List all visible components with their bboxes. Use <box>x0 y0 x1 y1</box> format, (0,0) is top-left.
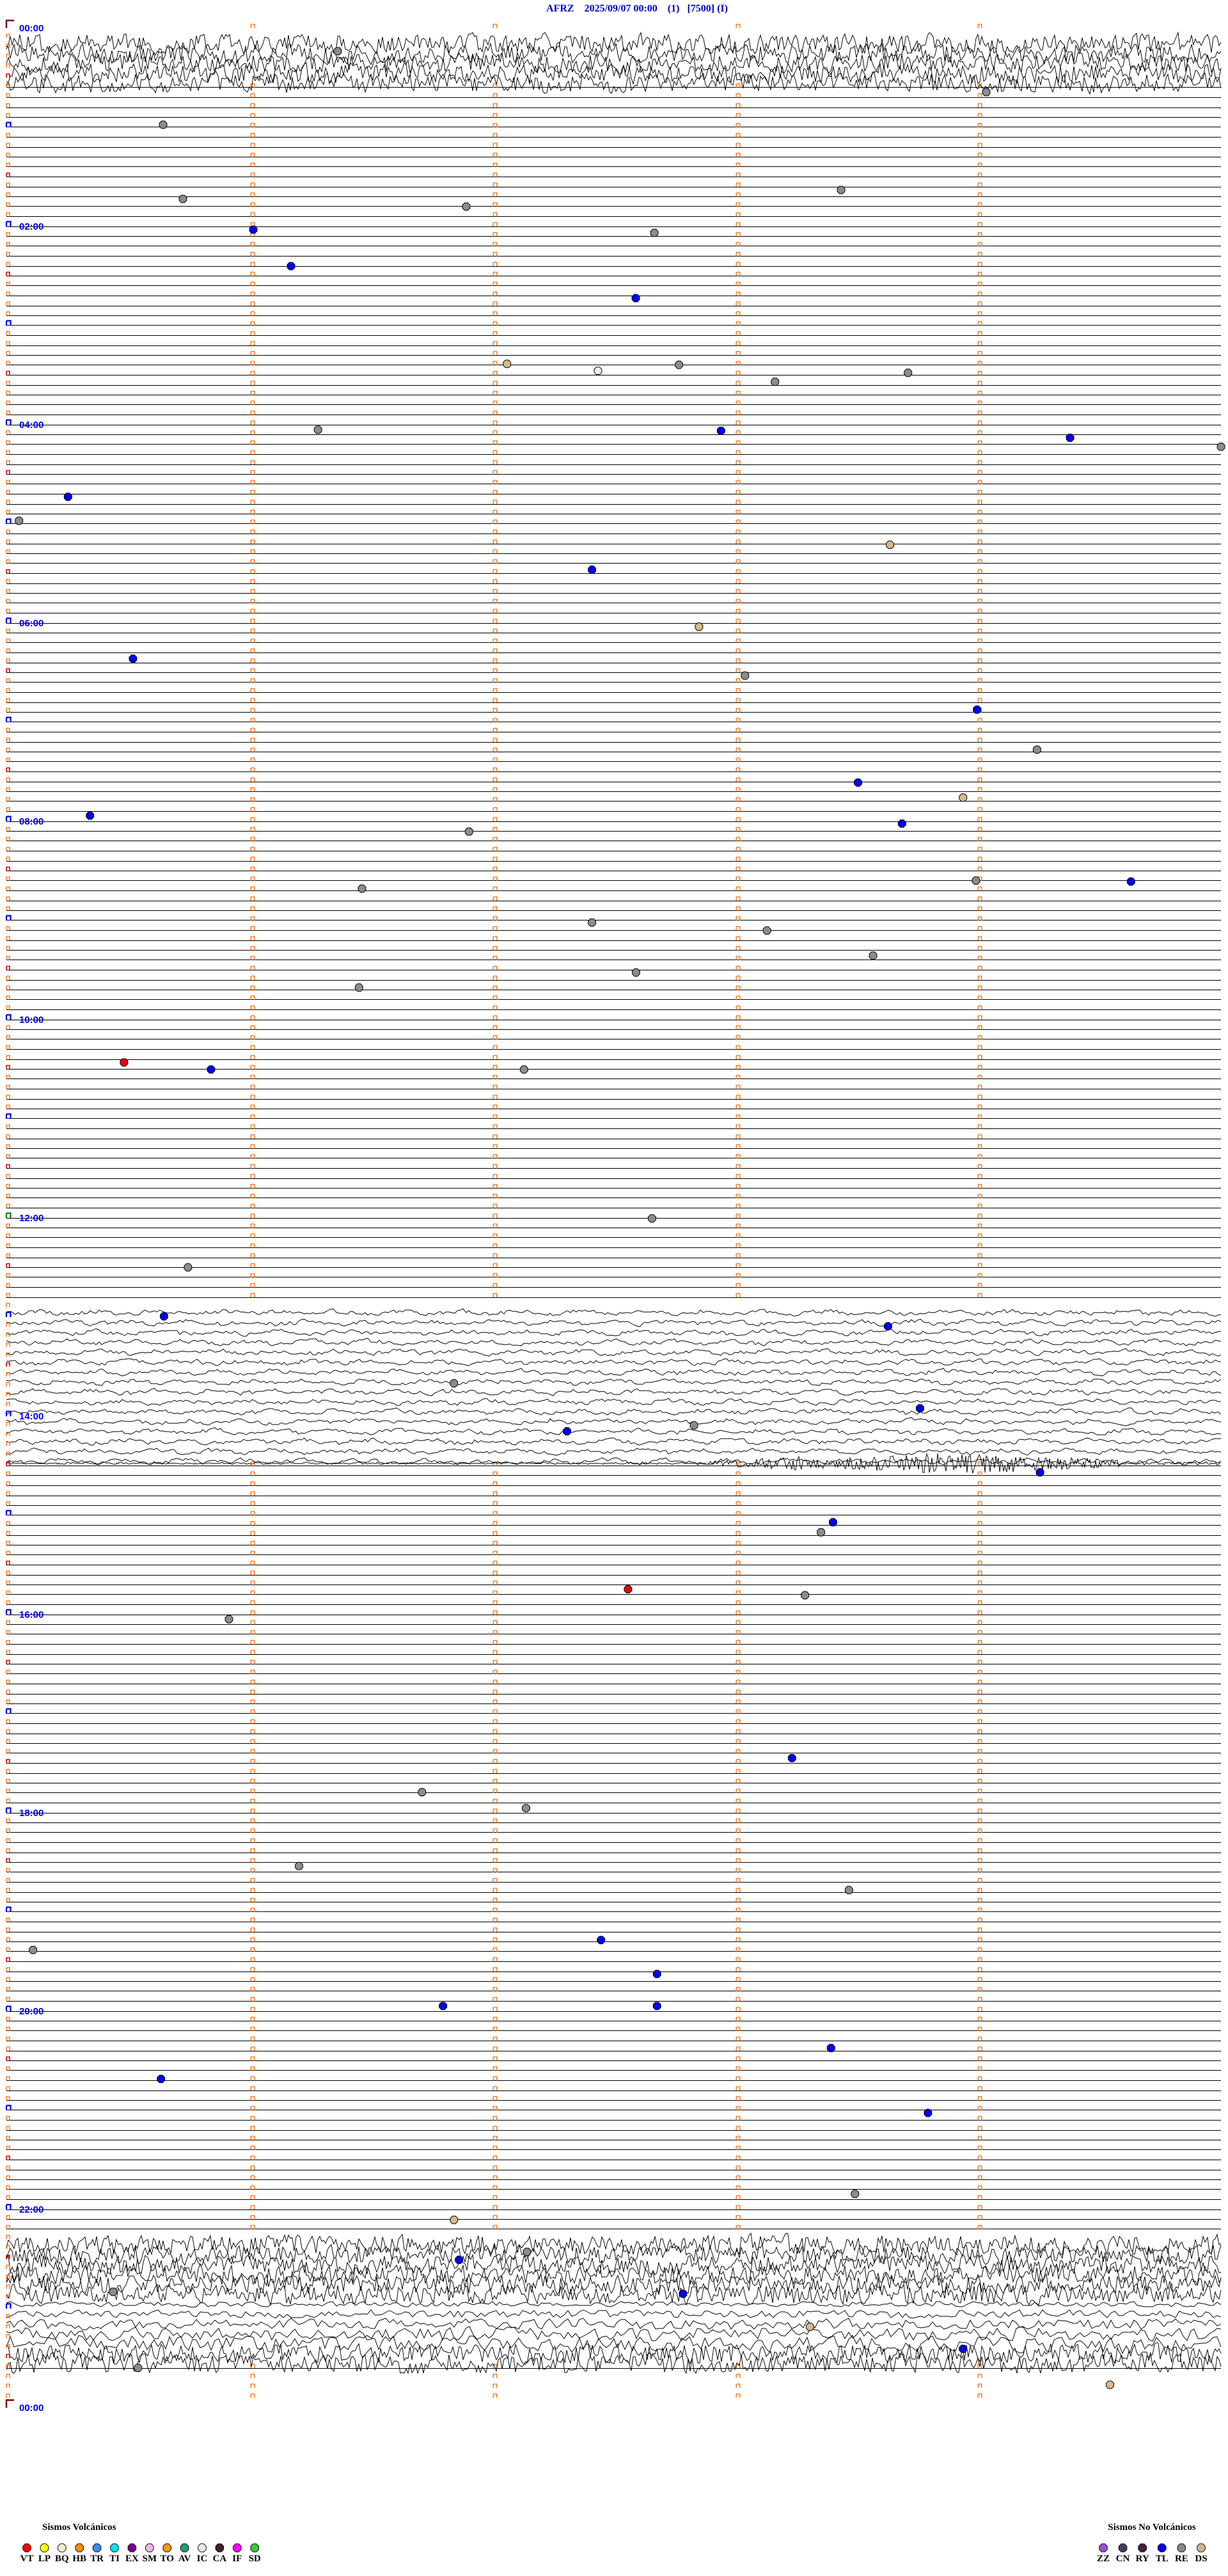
svg-text:LP: LP <box>38 2554 51 2564</box>
svg-text:SM: SM <box>143 2554 157 2564</box>
svg-text:TO: TO <box>160 2554 173 2564</box>
svg-text:DS: DS <box>1195 2554 1207 2564</box>
svg-text:00:00: 00:00 <box>19 23 43 34</box>
svg-text:CN: CN <box>1116 2554 1130 2564</box>
svg-text:18:00: 18:00 <box>19 1808 43 1819</box>
svg-text:22:00: 22:00 <box>19 2204 43 2215</box>
svg-text:08:00: 08:00 <box>19 816 43 827</box>
svg-text:VT: VT <box>20 2554 34 2564</box>
svg-text:00:00: 00:00 <box>19 2403 43 2414</box>
svg-text:06:00: 06:00 <box>19 618 43 629</box>
svg-text:Sismos Volcánicos: Sismos Volcánicos <box>42 2522 116 2533</box>
svg-text:IC: IC <box>197 2554 208 2564</box>
svg-text:12:00: 12:00 <box>19 1213 43 1224</box>
svg-text:TL: TL <box>1156 2554 1169 2564</box>
svg-text:BQ: BQ <box>55 2554 69 2564</box>
svg-text:RE: RE <box>1175 2554 1188 2564</box>
svg-text:16:00: 16:00 <box>19 1609 43 1620</box>
svg-text:04:00: 04:00 <box>19 420 43 431</box>
svg-text:02:00: 02:00 <box>19 221 43 232</box>
svg-text:14:00: 14:00 <box>19 1411 43 1422</box>
svg-text:ZZ: ZZ <box>1097 2554 1110 2564</box>
svg-text:HB: HB <box>72 2554 86 2564</box>
svg-text:TR: TR <box>90 2554 104 2564</box>
svg-text:Sismos No Volcánicos: Sismos No Volcánicos <box>1108 2522 1196 2533</box>
svg-text:SD: SD <box>249 2554 261 2564</box>
svg-text:RY: RY <box>1136 2554 1149 2564</box>
svg-text:AFRZ 2025/09/07 00:00 (1: AFRZ 2025/09/07 00:00 (1) [7500] (I) <box>546 3 728 14</box>
svg-text:CA: CA <box>213 2554 227 2564</box>
svg-text:20:00: 20:00 <box>19 2006 43 2017</box>
svg-text:TI: TI <box>109 2554 120 2564</box>
svg-text:EX: EX <box>125 2554 139 2564</box>
svg-text:AV: AV <box>178 2554 191 2564</box>
svg-text:10:00: 10:00 <box>19 1015 43 1025</box>
svg-text:IF: IF <box>232 2554 242 2564</box>
